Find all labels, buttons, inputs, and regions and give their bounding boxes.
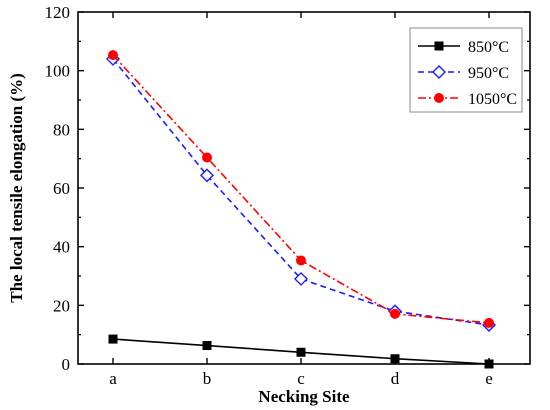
series-line [112,58,490,326]
data-point [484,359,494,369]
legend-marker [434,93,444,103]
legend-label: 950°C [468,65,509,82]
data-point [202,152,212,163]
legend-label: 1050°C [468,91,517,108]
x-tick-label: b [203,369,212,388]
y-tick-label: 20 [53,296,70,315]
x-tick-label: d [391,369,400,388]
y-tick-label: 60 [53,179,70,198]
legend-marker [432,65,446,79]
data-point [108,50,118,61]
y-tick-label: 100 [45,62,71,81]
y-axis: 0 20 40 60 80 100 120 [45,3,530,374]
data-point [108,334,118,344]
data-point [484,317,494,328]
data-point [390,308,400,319]
y-tick-label: 80 [53,120,70,139]
legend-box [409,27,523,113]
data-point [200,168,214,183]
y-tick-label: 40 [53,238,70,257]
x-tick-label: c [297,369,305,388]
data-point [202,341,212,351]
data-point [294,271,308,286]
legend-marker [434,41,444,51]
data-point [390,354,400,364]
x-tick-label: a [109,369,117,388]
x-axis-title: Necking Site [258,387,350,406]
y-tick-label: 120 [45,3,71,22]
series-layer [106,50,496,369]
x-tick-label: e [485,369,493,388]
y-tick-label: 0 [62,355,71,374]
data-point [296,255,306,266]
series-0 [108,334,494,369]
legend-label: 850°C [468,39,509,56]
data-point [296,347,306,357]
series-2 [108,50,494,328]
legend: 850°C 950°C 1050°C [409,27,523,113]
y-axis-title: The local tensile elongation (%) [7,73,26,302]
